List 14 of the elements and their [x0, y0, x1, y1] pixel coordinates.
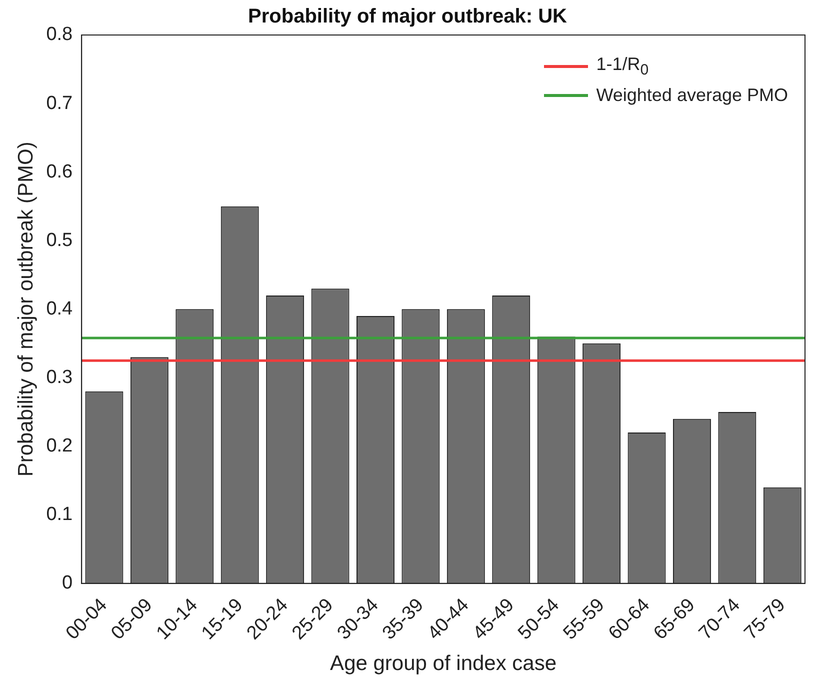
legend-label: 1-1/R$_{0}$ — [596, 54, 649, 79]
y-axis-title: Probability of major outbreak (PMO) — [14, 142, 38, 477]
y-tick-label: 0.1 — [46, 504, 73, 526]
y-tick-label: 0 — [62, 572, 73, 594]
y-tick-label: 0.6 — [46, 161, 73, 182]
chart-title: Probability of major outbreak: UK — [248, 6, 568, 28]
y-tick-label: 0.4 — [46, 298, 74, 320]
y-tick-label: 0.5 — [46, 230, 73, 251]
legend-label: Weighted average PMO — [596, 84, 788, 106]
y-tick-label: 0.3 — [46, 366, 73, 388]
y-tick-label: 0.7 — [46, 92, 73, 114]
y-tick-label: 0.2 — [46, 435, 73, 456]
x-axis-title: Age group of index case — [330, 652, 557, 676]
y-tick-label: 0.8 — [46, 24, 73, 46]
